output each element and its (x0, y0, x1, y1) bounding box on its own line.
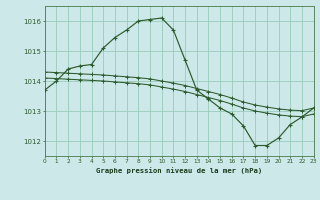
X-axis label: Graphe pression niveau de la mer (hPa): Graphe pression niveau de la mer (hPa) (96, 167, 262, 174)
